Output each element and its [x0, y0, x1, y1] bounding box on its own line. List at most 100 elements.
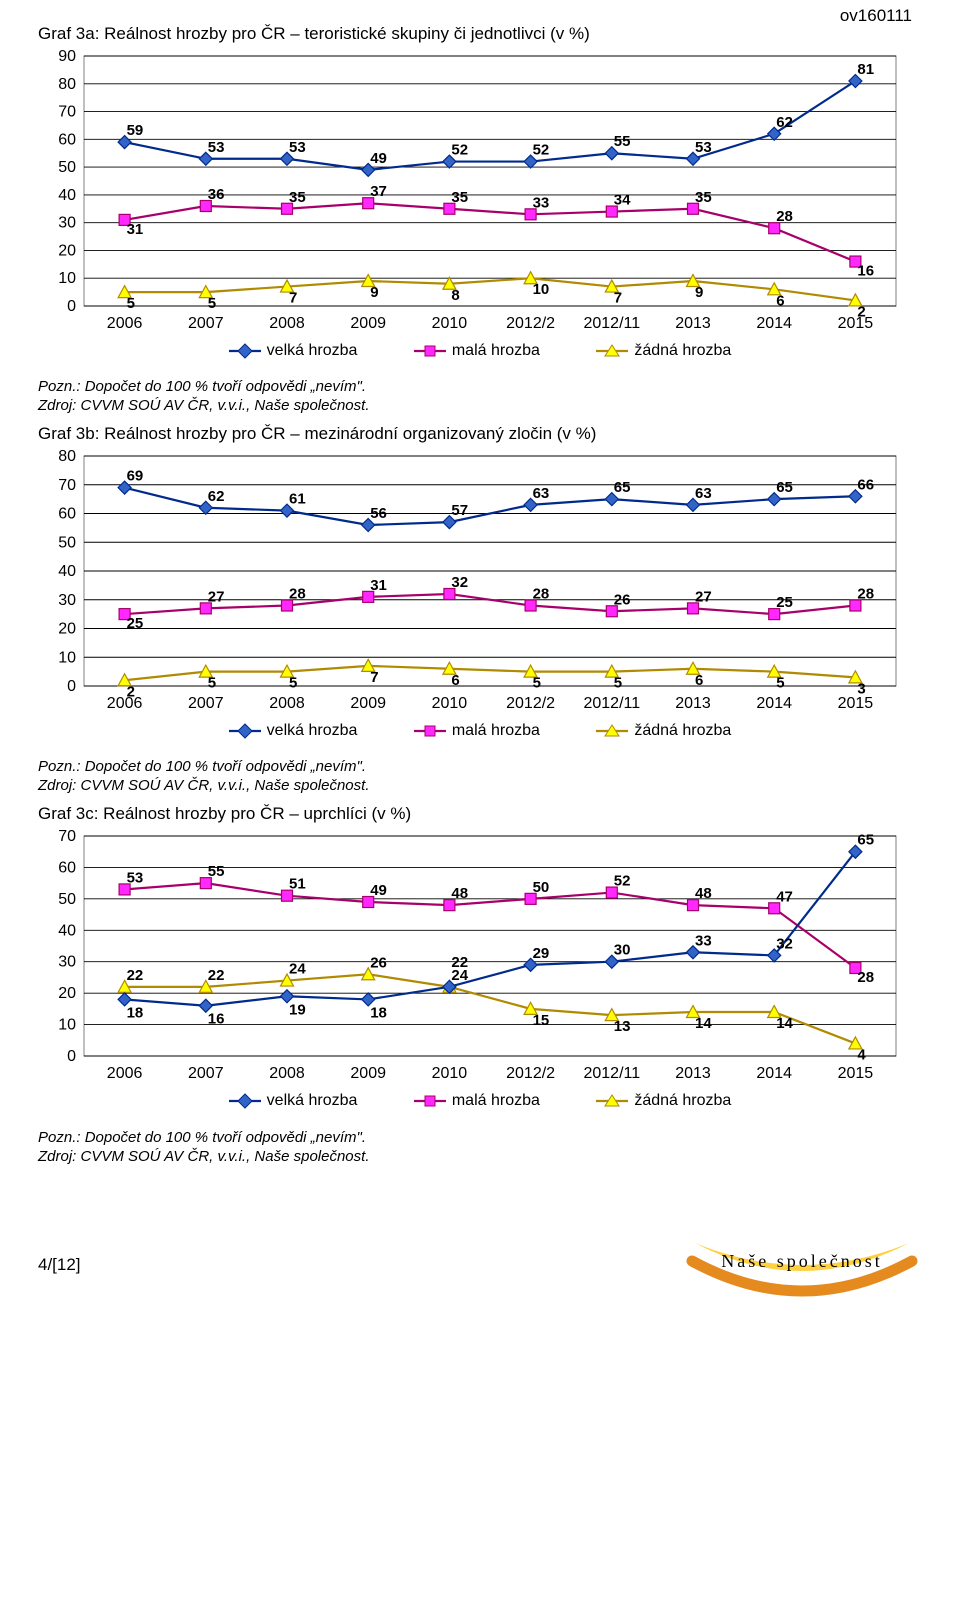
- svg-text:63: 63: [533, 485, 550, 502]
- svg-text:69: 69: [127, 468, 144, 485]
- triangle-icon: [596, 343, 628, 359]
- svg-text:2009: 2009: [350, 695, 386, 712]
- svg-text:0: 0: [67, 298, 76, 315]
- legend-velka: velká hrozba: [229, 342, 358, 360]
- svg-text:20: 20: [58, 986, 76, 1003]
- svg-text:80: 80: [58, 76, 76, 93]
- svg-text:27: 27: [695, 589, 712, 606]
- svg-text:60: 60: [58, 860, 76, 877]
- svg-text:63: 63: [695, 485, 712, 502]
- svg-text:2006: 2006: [107, 695, 143, 712]
- svg-text:9: 9: [370, 284, 378, 301]
- chart-c-note-1: Pozn.: Dopočet do 100 % tvoří odpovědi „…: [38, 1129, 922, 1146]
- svg-text:40: 40: [58, 563, 76, 580]
- chart-c-svg-holder: 010203040506070200620072008200920102012/…: [38, 826, 922, 1086]
- svg-text:80: 80: [58, 448, 76, 465]
- svg-text:5: 5: [208, 675, 216, 692]
- document-id: ov160111: [840, 6, 912, 26]
- svg-text:40: 40: [58, 923, 76, 940]
- svg-text:2007: 2007: [188, 315, 224, 332]
- square-icon: [414, 723, 446, 739]
- svg-text:9: 9: [695, 284, 703, 301]
- svg-text:5: 5: [289, 675, 297, 692]
- svg-text:65: 65: [857, 832, 874, 849]
- svg-text:27: 27: [208, 589, 225, 606]
- svg-text:2013: 2013: [675, 695, 711, 712]
- chart-a-note-1: Pozn.: Dopočet do 100 % tvoří odpovědi „…: [38, 378, 922, 395]
- svg-text:13: 13: [614, 1019, 631, 1036]
- svg-text:28: 28: [857, 586, 874, 603]
- chart-b-title: Graf 3b: Reálnost hrozby pro ČR – meziná…: [38, 424, 922, 444]
- svg-text:61: 61: [289, 491, 306, 508]
- svg-text:28: 28: [289, 586, 306, 603]
- svg-text:53: 53: [208, 139, 225, 156]
- svg-text:48: 48: [451, 886, 468, 903]
- svg-text:25: 25: [776, 594, 793, 611]
- svg-text:2015: 2015: [838, 315, 874, 332]
- svg-text:30: 30: [58, 592, 76, 609]
- svg-text:30: 30: [58, 954, 76, 971]
- svg-text:31: 31: [370, 577, 387, 594]
- svg-text:55: 55: [208, 864, 225, 881]
- svg-text:16: 16: [208, 1011, 225, 1028]
- chart-c-title: Graf 3c: Reálnost hrozby pro ČR – uprchl…: [38, 804, 922, 824]
- chart-b-note-2: Zdroj: CVVM SOÚ AV ČR, v.v.i., Naše spol…: [38, 777, 922, 794]
- svg-text:26: 26: [370, 955, 387, 972]
- svg-text:20: 20: [58, 621, 76, 638]
- svg-text:26: 26: [614, 591, 631, 608]
- chart-b-legend: velká hrozba malá hrozba žádná hrozba: [38, 716, 922, 744]
- svg-text:57: 57: [451, 502, 468, 519]
- svg-text:2014: 2014: [756, 1065, 792, 1082]
- svg-text:10: 10: [58, 270, 76, 287]
- svg-text:29: 29: [533, 945, 550, 962]
- svg-text:30: 30: [58, 215, 76, 232]
- svg-text:32: 32: [776, 936, 793, 953]
- legend-mala: malá hrozba: [414, 722, 540, 740]
- svg-text:52: 52: [451, 142, 468, 159]
- svg-text:4: 4: [857, 1047, 866, 1064]
- svg-text:18: 18: [370, 1005, 387, 1022]
- svg-text:37: 37: [370, 183, 387, 200]
- svg-text:70: 70: [58, 828, 76, 845]
- chart-c-legend: velká hrozba malá hrozba žádná hrozba: [38, 1086, 922, 1114]
- page-number: 4/[12]: [38, 1255, 81, 1274]
- svg-text:2008: 2008: [269, 315, 305, 332]
- svg-text:5: 5: [208, 295, 216, 312]
- svg-text:40: 40: [58, 187, 76, 204]
- svg-text:19: 19: [289, 1002, 306, 1019]
- svg-text:56: 56: [370, 505, 387, 522]
- svg-text:2009: 2009: [350, 315, 386, 332]
- svg-text:22: 22: [208, 967, 225, 984]
- svg-text:2014: 2014: [756, 315, 792, 332]
- svg-text:24: 24: [289, 961, 306, 978]
- svg-text:48: 48: [695, 886, 712, 903]
- svg-text:2012/11: 2012/11: [583, 315, 640, 332]
- svg-text:24: 24: [451, 967, 468, 984]
- svg-text:14: 14: [695, 1015, 712, 1032]
- diamond-icon: [229, 723, 261, 739]
- chart-c-block: Graf 3c: Reálnost hrozby pro ČR – uprchl…: [38, 804, 922, 1114]
- svg-text:33: 33: [533, 194, 550, 211]
- svg-text:51: 51: [289, 876, 306, 893]
- svg-text:62: 62: [776, 114, 793, 131]
- svg-text:2013: 2013: [675, 315, 711, 332]
- footer-logo: Naše společnost: [672, 1231, 932, 1311]
- svg-text:62: 62: [208, 488, 225, 505]
- svg-text:2015: 2015: [838, 695, 874, 712]
- svg-text:2010: 2010: [432, 315, 468, 332]
- svg-text:2010: 2010: [432, 695, 468, 712]
- svg-text:60: 60: [58, 131, 76, 148]
- svg-text:2012/11: 2012/11: [583, 1065, 640, 1082]
- svg-text:2: 2: [857, 303, 865, 320]
- chart-a-note-2: Zdroj: CVVM SOÚ AV ČR, v.v.i., Naše spol…: [38, 397, 922, 414]
- svg-text:2008: 2008: [269, 695, 305, 712]
- chart-b-note-1: Pozn.: Dopočet do 100 % tvoří odpovědi „…: [38, 758, 922, 775]
- svg-text:5: 5: [776, 675, 784, 692]
- svg-text:7: 7: [614, 290, 622, 307]
- svg-text:50: 50: [58, 159, 76, 176]
- svg-text:5: 5: [533, 675, 541, 692]
- svg-text:2: 2: [127, 683, 135, 700]
- svg-text:7: 7: [370, 669, 378, 686]
- svg-text:2006: 2006: [107, 315, 143, 332]
- svg-text:2013: 2013: [675, 1065, 711, 1082]
